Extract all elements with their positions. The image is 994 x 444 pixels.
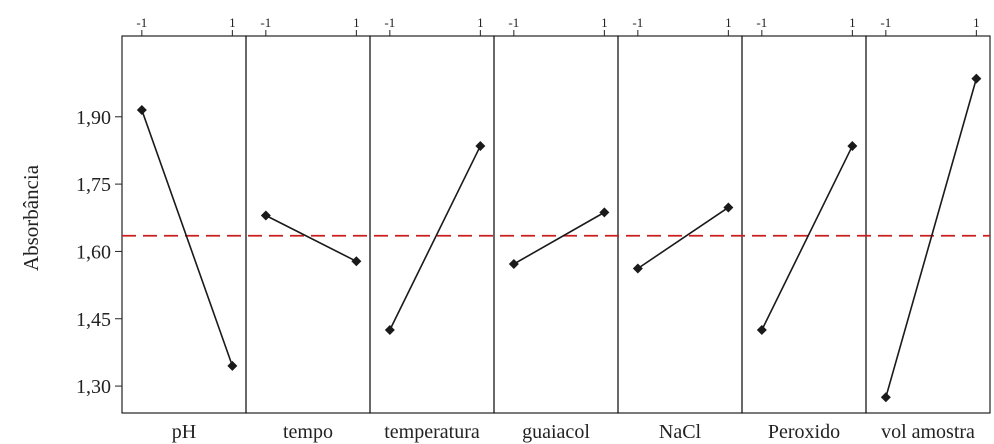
data-point bbox=[723, 202, 734, 213]
data-point bbox=[847, 140, 858, 151]
data-point bbox=[136, 105, 147, 116]
factor-label: pH bbox=[172, 421, 196, 443]
series-line bbox=[885, 78, 978, 398]
level-label: -1 bbox=[136, 15, 147, 30]
y-tick-label: 1,90 bbox=[76, 107, 111, 129]
y-axis-label-group: Absorbância bbox=[19, 164, 43, 271]
series-line bbox=[389, 145, 482, 331]
series-line bbox=[141, 109, 234, 367]
data-point bbox=[756, 324, 767, 335]
data-point bbox=[880, 392, 891, 403]
data-point bbox=[227, 360, 238, 371]
level-label: -1 bbox=[384, 15, 395, 30]
level-label: 1 bbox=[725, 15, 732, 30]
data-point bbox=[351, 256, 362, 267]
series-line bbox=[513, 211, 605, 265]
data-point bbox=[475, 140, 486, 151]
factor-panel bbox=[865, 35, 991, 414]
series-line bbox=[637, 206, 729, 270]
level-label: -1 bbox=[756, 15, 767, 30]
level-label: 1 bbox=[477, 15, 484, 30]
level-label: -1 bbox=[632, 15, 643, 30]
data-point bbox=[384, 324, 395, 335]
y-axis: 1,30 1,45 1,60 1,75 1,90 bbox=[76, 107, 122, 398]
y-axis-label: Absorbância bbox=[19, 164, 43, 271]
level-label: -1 bbox=[260, 15, 271, 30]
level-label: 1 bbox=[601, 15, 608, 30]
factor-panel bbox=[493, 35, 619, 414]
series-line bbox=[761, 145, 854, 331]
factor-panel bbox=[617, 35, 743, 414]
data-point bbox=[971, 73, 982, 84]
level-label: 1 bbox=[353, 15, 360, 30]
level-label: -1 bbox=[880, 15, 891, 30]
series-line bbox=[265, 214, 357, 263]
data-point bbox=[260, 210, 271, 221]
factor-label: vol amostra bbox=[881, 421, 975, 443]
level-label: 1 bbox=[973, 15, 980, 30]
factor-label: guaiacol bbox=[522, 421, 590, 443]
y-tick-label: 1,45 bbox=[76, 309, 111, 331]
level-label: 1 bbox=[849, 15, 856, 30]
factor-panel bbox=[369, 35, 495, 414]
factor-panels: -1 1 pH -1 1 tempo -1 1 temperatura -1 1 guaiacol -1… bbox=[121, 15, 991, 443]
factor-panel bbox=[245, 35, 371, 414]
factor-panel bbox=[741, 35, 867, 414]
data-point bbox=[599, 207, 610, 218]
factor-panel bbox=[121, 35, 247, 414]
level-label: 1 bbox=[229, 15, 236, 30]
factor-label: Peroxido bbox=[768, 421, 840, 443]
data-point bbox=[632, 263, 643, 274]
factor-label: tempo bbox=[283, 421, 333, 443]
series-group bbox=[136, 73, 982, 403]
y-tick-label: 1,75 bbox=[76, 174, 111, 196]
factor-label: temperatura bbox=[384, 421, 480, 443]
y-tick-label: 1,30 bbox=[76, 376, 111, 398]
level-label: -1 bbox=[508, 15, 519, 30]
factor-label: NaCl bbox=[659, 421, 702, 443]
data-point bbox=[508, 258, 519, 269]
y-tick-label: 1,60 bbox=[76, 241, 111, 263]
